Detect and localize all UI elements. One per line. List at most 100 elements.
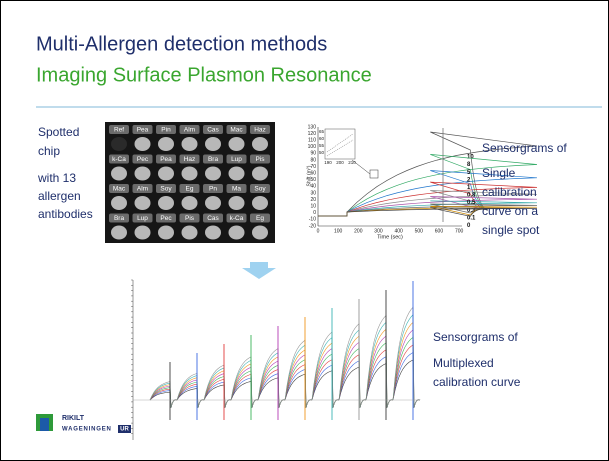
spot-label: Pis bbox=[185, 215, 195, 222]
spot bbox=[205, 137, 221, 151]
spot-label-box bbox=[156, 213, 176, 223]
calibration-caption: curve on a bbox=[482, 204, 538, 218]
spot-label-box bbox=[226, 125, 247, 134]
sensorgram-curve bbox=[318, 203, 538, 217]
spot-label-box bbox=[226, 213, 247, 223]
spot-label-box bbox=[156, 125, 176, 134]
spot-label: Mac bbox=[113, 186, 126, 193]
spot-label: Lup bbox=[137, 215, 148, 222]
logo-org: WAGENINGEN bbox=[62, 427, 112, 433]
x-tick-label: 600 bbox=[435, 228, 444, 234]
title: Multi-Allergen detection methods bbox=[36, 33, 327, 55]
spot bbox=[158, 166, 174, 181]
spot bbox=[158, 137, 174, 151]
spot-label: Pec bbox=[160, 215, 172, 222]
spot-label: Pis bbox=[255, 156, 265, 163]
chip-caption: with 13 bbox=[37, 171, 76, 185]
spot bbox=[111, 166, 127, 181]
spot-label: Cas bbox=[207, 127, 219, 134]
logo-badge bbox=[118, 425, 131, 433]
spot bbox=[228, 166, 245, 181]
spot-label: Pn bbox=[209, 186, 217, 193]
spot-label: Lup bbox=[231, 156, 242, 163]
spot-label-box bbox=[250, 184, 270, 193]
y-tick-label: 110 bbox=[308, 138, 316, 144]
multiplex-caption: Sensorgrams of bbox=[433, 330, 518, 344]
y-tick-label: 60 bbox=[310, 171, 316, 177]
chip-caption: chip bbox=[38, 144, 60, 158]
spot-label-box bbox=[226, 154, 247, 164]
spot-label: Ref bbox=[114, 127, 124, 134]
spot-label-box bbox=[203, 184, 223, 193]
down-arrow bbox=[242, 262, 276, 279]
spot-label-box bbox=[203, 125, 223, 134]
calibration-caption: Single bbox=[482, 166, 516, 180]
spot bbox=[252, 137, 268, 151]
y-tick-label: 50 bbox=[310, 177, 316, 183]
spot-label: Bra bbox=[208, 156, 219, 163]
multiplex-caption: Multiplexed bbox=[433, 356, 494, 370]
spot-label: Eg bbox=[186, 186, 194, 193]
spot-label: Pec bbox=[137, 156, 149, 163]
spot bbox=[181, 225, 198, 240]
spot bbox=[181, 137, 198, 151]
spot-label-box bbox=[132, 213, 153, 223]
spot bbox=[228, 196, 245, 210]
spot-label: k-Ca bbox=[230, 215, 244, 222]
spot-label: Soy bbox=[254, 186, 266, 193]
spot-label-box bbox=[250, 154, 270, 164]
y-tick-label: 0 bbox=[313, 210, 316, 216]
spot-label-box bbox=[109, 125, 129, 134]
spot-label: Pin bbox=[161, 127, 171, 134]
calibration-caption: calibration bbox=[482, 185, 537, 199]
spot-label-box bbox=[203, 154, 223, 164]
y-tick-label: 10 bbox=[310, 204, 316, 210]
x-tick-label: 500 bbox=[415, 228, 424, 234]
spot-label-box bbox=[109, 184, 129, 193]
inset bbox=[324, 128, 356, 160]
concentration-label: 2 bbox=[467, 177, 471, 183]
spot-label: Soy bbox=[160, 186, 172, 193]
spot-label-box bbox=[250, 125, 270, 134]
spot bbox=[252, 225, 268, 240]
spot bbox=[205, 196, 221, 210]
inset-x-tick: 210 bbox=[348, 160, 356, 165]
spot-label-box bbox=[226, 184, 247, 193]
spot bbox=[181, 196, 198, 210]
spot bbox=[111, 137, 127, 151]
spot bbox=[111, 225, 127, 240]
spot bbox=[111, 196, 127, 210]
concentration-label: 5 bbox=[467, 170, 471, 176]
spot-label-box bbox=[156, 154, 176, 164]
y-tick-label: 70 bbox=[310, 164, 316, 170]
x-tick-label: 100 bbox=[334, 228, 343, 234]
spot bbox=[158, 196, 174, 210]
concentration-label: 0.1 bbox=[467, 215, 476, 221]
concentration-label: 0.5 bbox=[467, 200, 476, 206]
x-tick-label: 400 bbox=[394, 228, 403, 234]
y-tick-label: 100 bbox=[308, 144, 317, 150]
spot bbox=[134, 225, 151, 240]
y-tick-label: 40 bbox=[310, 184, 316, 190]
concentration-label: 0.8 bbox=[467, 193, 476, 199]
spot-label: Alm bbox=[184, 127, 195, 134]
spot-label-box bbox=[179, 184, 200, 193]
sensorgram-curve bbox=[318, 200, 538, 217]
y-axis-label: Shift (m°) bbox=[306, 165, 312, 186]
concentration-label: 1 bbox=[467, 185, 471, 191]
y-tick-label: 30 bbox=[310, 190, 316, 196]
inset-x-tick: 190 bbox=[324, 160, 332, 165]
spot-label-box bbox=[203, 213, 223, 223]
subtitle: Imaging Surface Plasmon Resonance bbox=[36, 64, 372, 86]
spot-label-box bbox=[156, 184, 176, 193]
y-tick-label: 20 bbox=[310, 197, 316, 203]
spot-label: Alm bbox=[137, 186, 148, 193]
spot-label-box bbox=[179, 125, 200, 134]
multiplex-caption: calibration curve bbox=[433, 375, 521, 389]
calibration-caption: single spot bbox=[482, 223, 540, 237]
logo-name: RIKILT bbox=[62, 415, 85, 422]
spot-label: Haz bbox=[254, 127, 266, 134]
